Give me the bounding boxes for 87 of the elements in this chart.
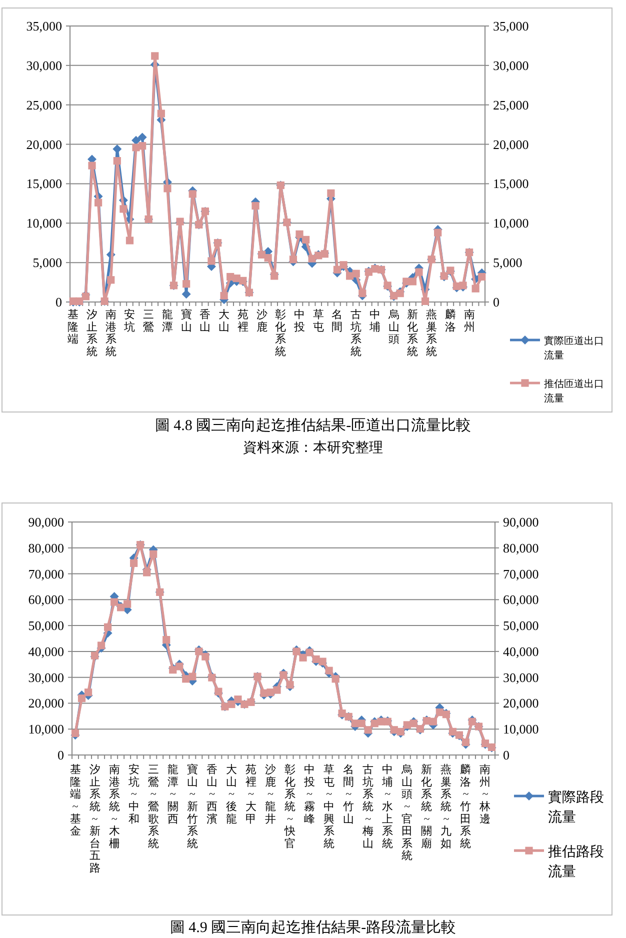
x-tick-label: 苑裡~大甲: [245, 763, 256, 826]
x-tick-label: 麟洛: [444, 308, 456, 334]
y2-tick-label: 30,000: [493, 58, 529, 73]
x-tick-label: 南港系統: [105, 308, 116, 358]
x-tick-label: 南州~林邊: [478, 763, 491, 826]
y2-tick-label: 10,000: [503, 722, 539, 737]
y2-tick-label: 90,000: [503, 514, 539, 530]
y2-tick-label: 40,000: [503, 644, 539, 659]
legend-label: 實際路段流量: [548, 789, 604, 826]
y-tick-label: 0: [58, 748, 64, 762]
x-tick-label: 汐止系統: [86, 309, 98, 358]
y2-tick-label: 20,000: [493, 136, 529, 152]
x-tick-label: 大山: [218, 308, 230, 334]
y-tick-label: 35,000: [26, 18, 62, 34]
y-tick-label: 0: [56, 294, 62, 310]
x-tick-label: 大山~後龍: [226, 763, 237, 826]
x-tick-label: 沙鹿: [256, 308, 268, 334]
y-tick-label: 40,000: [28, 644, 64, 659]
y-tick-label: 5,000: [32, 255, 62, 270]
x-tick-label: 中投: [293, 308, 306, 334]
y-tick-label: 30,000: [26, 58, 62, 73]
y-tick-label: 15,000: [26, 176, 62, 192]
y-tick-label: 90,000: [28, 514, 64, 530]
y-tick-label: 20,000: [26, 136, 62, 152]
y2-tick-label: 0: [493, 294, 500, 310]
y-tick-label: 80,000: [28, 540, 64, 556]
legend-label: 推估路段流量: [548, 844, 604, 880]
x-tick-label: 苑裡: [237, 308, 248, 334]
x-tick-label: 中埔: [368, 308, 380, 334]
x-tick-label: 基隆端~基金: [70, 763, 81, 838]
x-tick-label: 烏山頭: [387, 309, 400, 346]
x-tick-label: 香山: [200, 308, 211, 334]
x-tick-label: 龍潭~關西: [167, 763, 178, 826]
x-tick-label: 南州: [464, 308, 475, 334]
y-tick-label: 30,000: [28, 670, 64, 685]
x-tick-label: 彰化系統~快官: [284, 763, 296, 850]
y2-tick-label: 20,000: [503, 696, 539, 711]
text: 圖 4.9 國三南向起迄推估結果-路段流量比較: [170, 919, 456, 936]
x-tick-label: 中投~霧峰: [303, 763, 316, 826]
x-tick-label: 草屯~中興系統: [324, 763, 335, 850]
y-tick-label: 60,000: [28, 592, 64, 608]
x-tick-label: 麟洛~竹田系統: [460, 763, 472, 850]
y2-tick-label: 30,000: [503, 670, 539, 685]
y-tick-label: 20,000: [28, 696, 64, 711]
x-tick-label: 新化系統~關廟: [421, 763, 432, 850]
y2-tick-label: 60,000: [503, 592, 539, 608]
y2-tick-label: 25,000: [493, 97, 529, 112]
x-tick-label: 彰化系統: [275, 308, 286, 358]
x-tick-label: 寶山: [180, 308, 192, 334]
y-tick-label: 10,000: [26, 216, 62, 231]
y-tick-label: 10,000: [28, 722, 64, 737]
x-tick-label: 名間: [332, 309, 343, 334]
text: 圖 4.8 國三南向起迄推估結果-匝道出口流量比較: [154, 417, 472, 434]
x-tick-label: 中埔~水上系統: [381, 763, 394, 850]
x-tick-label: 烏山頭~官田系統: [400, 764, 413, 862]
x-tick-label: 安坑~中和: [127, 763, 140, 826]
x-tick-label: 古坑系統: [350, 308, 362, 358]
x-tick-label: 新化系統: [407, 308, 418, 358]
y2-tick-label: 10,000: [493, 216, 529, 231]
y2-tick-label: 80,000: [503, 540, 539, 556]
y-tick-label: 25,000: [26, 97, 62, 112]
x-tick-label: 三鶯: [143, 309, 154, 334]
y2-tick-label: 50,000: [503, 618, 539, 634]
x-tick-label: 草屯: [312, 308, 324, 334]
x-tick-label: 寶山~新竹系統: [186, 763, 198, 850]
y-tick-label: 50,000: [28, 618, 64, 634]
legend-label: 推估匝道出口流量: [544, 378, 604, 404]
legend-label: 實際匝道出口流量: [544, 334, 604, 362]
x-tick-label: 三鶯~鶯歌系統: [148, 764, 159, 850]
category-label: 汐止系統~新台五路: [89, 764, 100, 875]
x-tick-label: 古坑系統~梅山: [362, 763, 374, 850]
y2-tick-label: 5,000: [493, 255, 522, 270]
y-tick-label: 70,000: [28, 566, 64, 582]
x-tick-label: 南港系統~木柵: [108, 763, 120, 850]
y2-tick-label: 15,000: [493, 176, 529, 192]
x-tick-label: 基隆端: [68, 308, 79, 346]
y2-tick-label: 70,000: [503, 566, 539, 582]
y2-tick-label: 35,000: [493, 18, 529, 34]
y2-tick-label: 0: [503, 748, 510, 762]
x-tick-label: 燕巢系統: [426, 308, 438, 358]
x-tick-label: 沙鹿~龍井: [264, 763, 276, 826]
x-tick-label: 龍潭: [162, 308, 173, 334]
x-tick-label: 燕巢系統~九如: [440, 763, 452, 850]
source-note: 資料來源：本研究整理: [243, 440, 383, 456]
x-tick-label: 安坑: [123, 308, 136, 334]
x-tick-label: 名間~竹山: [343, 764, 354, 826]
x-tick-label: 香山~西濱: [206, 763, 218, 826]
